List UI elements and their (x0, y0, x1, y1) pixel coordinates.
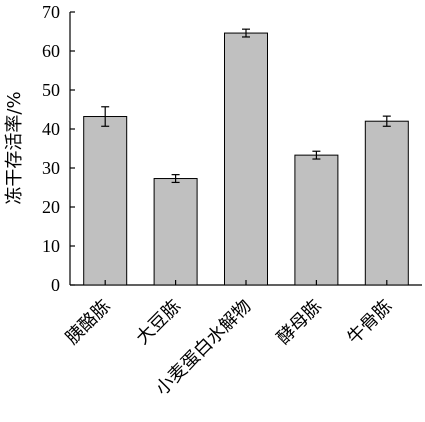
y-tick-label: 70 (42, 2, 60, 22)
y-tick-label: 60 (42, 41, 60, 61)
y-tick-label: 40 (42, 119, 60, 139)
y-tick-label: 30 (42, 158, 60, 178)
bar (364, 120, 409, 286)
bar (294, 154, 339, 286)
x-tick-label: 酵母胨 (273, 296, 326, 349)
y-tick-label: 50 (42, 80, 60, 100)
x-tick-label: 牛骨胨 (343, 296, 396, 349)
y-axis-title: 冻干存活率/% (4, 91, 25, 204)
bar (83, 116, 128, 286)
x-tick-label: 大豆胨 (132, 296, 185, 349)
y-tick-label: 20 (42, 197, 60, 217)
bar (153, 178, 198, 286)
bar (224, 32, 268, 286)
y-tick-label: 0 (51, 275, 60, 295)
y-tick-label: 10 (42, 236, 60, 256)
x-tick-label: 胰酪胨 (62, 296, 115, 349)
